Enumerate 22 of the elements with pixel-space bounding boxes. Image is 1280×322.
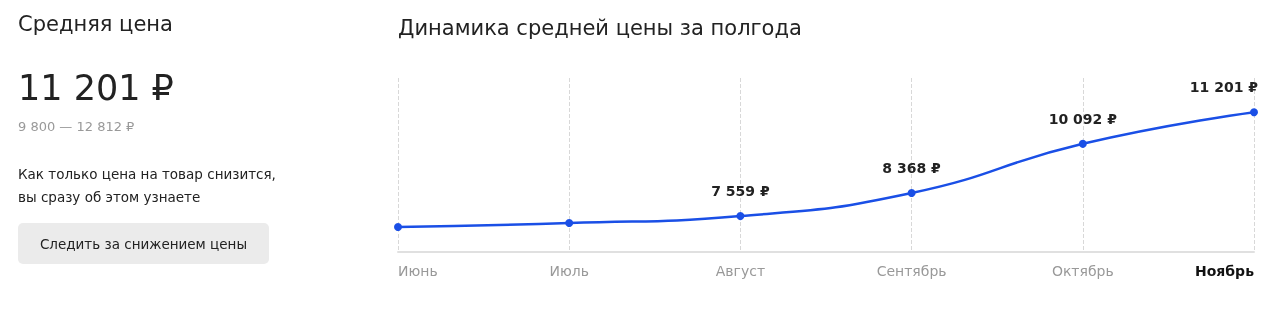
text: Следить за снижением цены — [18, 223, 269, 264]
point — [1250, 108, 1258, 117]
text: Как только цена на товар снизится, вы сразу об этом узнаете — [18, 165, 277, 207]
x-tick-label: Ноябрь — [1195, 263, 1255, 279]
text: Средняя цена — [18, 12, 173, 36]
x-tick-label: Октябрь — [1051, 263, 1114, 279]
text: 9 800 — 12 812 ₽ — [18, 119, 135, 134]
data-label: 10 092 ₽ — [1048, 110, 1118, 127]
point — [394, 223, 402, 232]
chart-title: Динамика средней цены за полгода — [398, 15, 802, 40]
x-tick-label: Август — [715, 263, 766, 279]
x-tick-label: Сентябрь — [876, 263, 947, 279]
x-tick-label: Июль — [549, 263, 589, 279]
point — [907, 189, 916, 198]
point — [565, 219, 574, 228]
data-label: 8 368 ₽ — [882, 160, 942, 177]
x-tick-label: Июнь — [398, 263, 438, 279]
point — [1078, 139, 1087, 148]
data-label: 7 559 ₽ — [711, 183, 770, 200]
point — [736, 212, 745, 221]
text: 11 201 ₽ — [18, 68, 174, 108]
data-label: 11 201 ₽ — [1189, 79, 1259, 96]
